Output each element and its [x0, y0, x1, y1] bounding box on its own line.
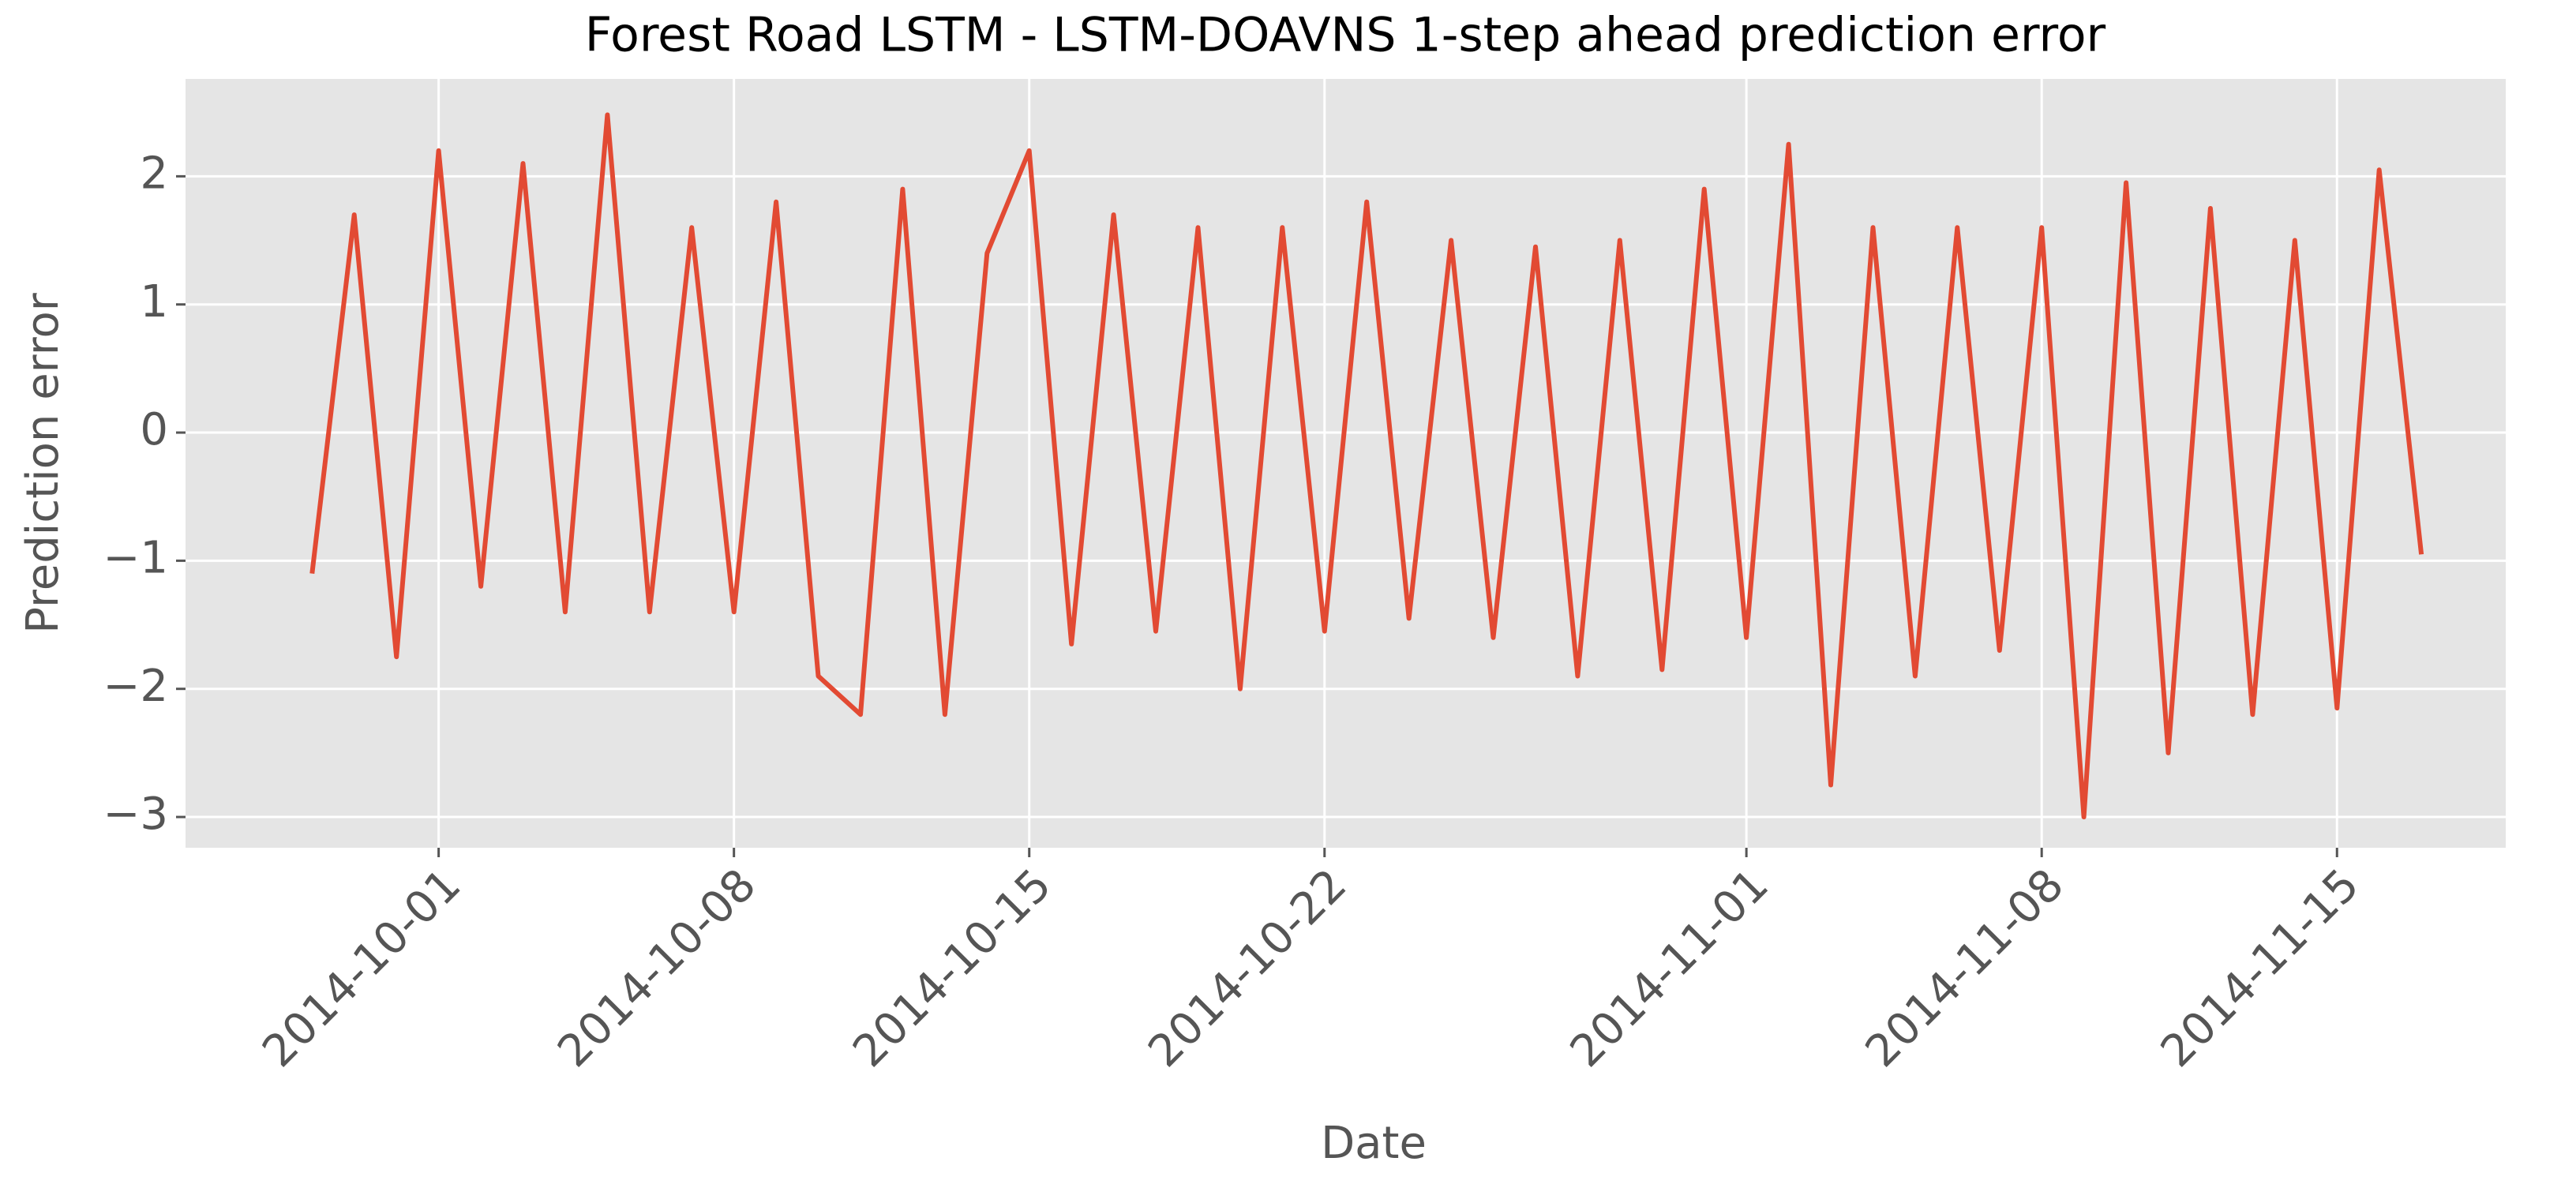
x-tick-label: 2014-10-22	[1138, 860, 1356, 1077]
x-tick-label: 2014-10-08	[548, 860, 766, 1077]
x-tick-label: 2014-11-01	[1561, 860, 1779, 1077]
series-line	[309, 112, 2424, 819]
x-tick-label: 2014-10-01	[253, 860, 471, 1077]
grid	[186, 79, 2506, 848]
x-tick-label: 2014-11-08	[1856, 860, 2074, 1077]
y-tick-label: 1	[140, 276, 168, 328]
x-tick-label: 2014-10-15	[843, 860, 1061, 1077]
y-tick-label: −1	[103, 533, 168, 584]
chart-title: Forest Road LSTM - LSTM-DOAVNS 1-step ah…	[585, 8, 2106, 63]
x-tick-label: 2014-11-15	[2151, 860, 2369, 1077]
y-tick-label: −3	[103, 789, 168, 840]
y-tick-label: 0	[140, 404, 168, 455]
plot-area	[186, 79, 2506, 848]
y-tick-label: −2	[103, 661, 168, 712]
marks	[309, 112, 2424, 819]
y-axis-label: Prediction error	[17, 292, 69, 634]
y-tick-label: 2	[140, 148, 168, 200]
x-axis-label: Date	[1321, 1118, 1427, 1169]
